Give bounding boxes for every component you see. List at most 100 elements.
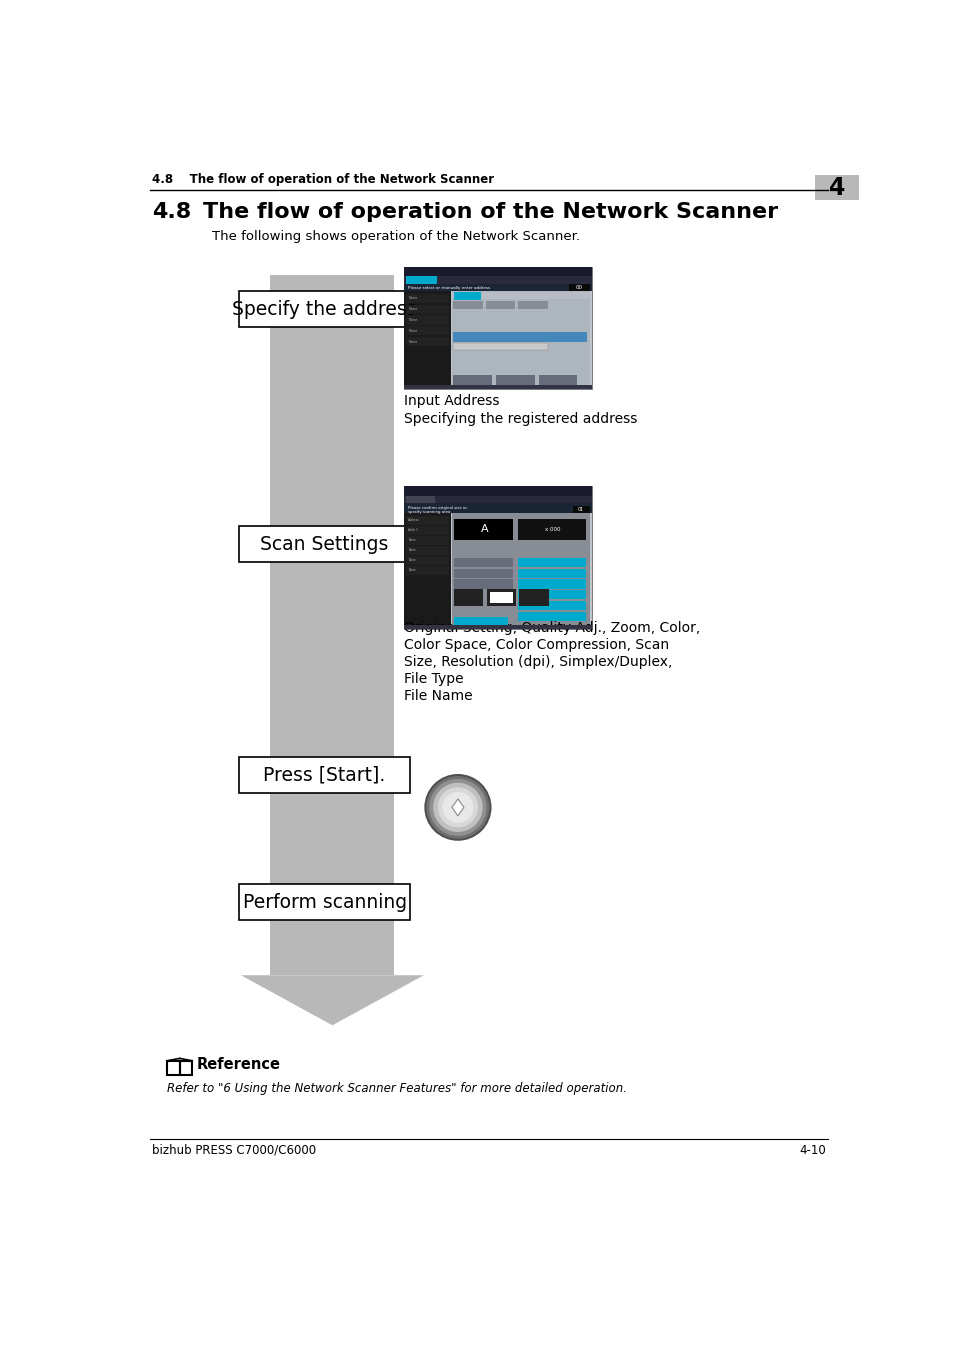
FancyBboxPatch shape xyxy=(239,758,410,793)
FancyBboxPatch shape xyxy=(485,301,515,309)
Text: x 000: x 000 xyxy=(545,527,560,532)
FancyBboxPatch shape xyxy=(496,376,534,385)
FancyBboxPatch shape xyxy=(517,580,585,589)
Text: Address: Address xyxy=(408,519,420,523)
FancyBboxPatch shape xyxy=(404,276,592,284)
Circle shape xyxy=(425,775,490,840)
FancyBboxPatch shape xyxy=(517,590,585,600)
Text: Scan Settings: Scan Settings xyxy=(260,535,389,554)
Text: 4-10: 4-10 xyxy=(799,1143,825,1156)
Text: File Name: File Name xyxy=(404,689,473,703)
FancyBboxPatch shape xyxy=(239,292,410,327)
FancyBboxPatch shape xyxy=(454,617,508,626)
FancyBboxPatch shape xyxy=(453,331,586,342)
Text: None: None xyxy=(409,339,418,343)
FancyBboxPatch shape xyxy=(453,301,482,309)
FancyBboxPatch shape xyxy=(404,292,451,389)
Circle shape xyxy=(437,788,477,827)
Text: Color Space, Color Compression, Scan: Color Space, Color Compression, Scan xyxy=(404,638,669,653)
Text: 4.8    The flow of operation of the Network Scanner: 4.8 The flow of operation of the Network… xyxy=(152,173,494,186)
FancyBboxPatch shape xyxy=(454,519,513,540)
Text: A: A xyxy=(480,524,488,535)
FancyBboxPatch shape xyxy=(452,513,590,628)
FancyBboxPatch shape xyxy=(489,592,513,603)
FancyBboxPatch shape xyxy=(572,505,589,513)
FancyBboxPatch shape xyxy=(454,589,483,605)
FancyBboxPatch shape xyxy=(404,626,592,628)
FancyBboxPatch shape xyxy=(270,274,394,975)
FancyBboxPatch shape xyxy=(406,293,448,303)
FancyBboxPatch shape xyxy=(406,536,448,544)
FancyBboxPatch shape xyxy=(568,284,590,292)
Text: Original Setting, Quality Adj., Zoom, Color,: Original Setting, Quality Adj., Zoom, Co… xyxy=(404,621,700,635)
Text: None: None xyxy=(408,558,416,562)
FancyBboxPatch shape xyxy=(404,486,592,496)
Text: None: None xyxy=(409,328,418,332)
FancyBboxPatch shape xyxy=(406,336,448,346)
FancyBboxPatch shape xyxy=(404,496,592,503)
FancyBboxPatch shape xyxy=(454,558,513,567)
Text: Perform scanning: Perform scanning xyxy=(242,893,406,912)
FancyBboxPatch shape xyxy=(404,486,592,628)
FancyBboxPatch shape xyxy=(239,885,410,920)
FancyBboxPatch shape xyxy=(454,292,480,300)
FancyBboxPatch shape xyxy=(406,546,448,555)
FancyBboxPatch shape xyxy=(406,315,448,324)
FancyBboxPatch shape xyxy=(406,557,448,565)
Text: None: None xyxy=(409,317,418,322)
Circle shape xyxy=(429,780,486,836)
Text: Size, Resolution (dpi), Simplex/Duplex,: Size, Resolution (dpi), Simplex/Duplex, xyxy=(404,655,672,669)
FancyBboxPatch shape xyxy=(452,292,590,389)
FancyBboxPatch shape xyxy=(517,301,547,309)
FancyBboxPatch shape xyxy=(517,569,585,578)
FancyBboxPatch shape xyxy=(406,566,448,574)
Text: Reference: Reference xyxy=(196,1056,280,1073)
FancyBboxPatch shape xyxy=(452,292,590,299)
Text: Refer to "6 Using the Network Scanner Features" for more detailed operation.: Refer to "6 Using the Network Scanner Fe… xyxy=(167,1082,627,1096)
Text: None: None xyxy=(409,296,418,300)
Text: 01: 01 xyxy=(578,507,583,512)
FancyBboxPatch shape xyxy=(406,276,436,284)
Text: Press [Start].: Press [Start]. xyxy=(263,766,385,785)
FancyBboxPatch shape xyxy=(406,516,448,524)
Text: None: None xyxy=(408,538,416,542)
Text: None: None xyxy=(408,549,416,553)
Circle shape xyxy=(442,792,473,823)
Circle shape xyxy=(433,782,482,832)
FancyBboxPatch shape xyxy=(517,519,585,540)
FancyBboxPatch shape xyxy=(406,304,448,313)
FancyBboxPatch shape xyxy=(404,513,451,628)
FancyBboxPatch shape xyxy=(486,589,516,605)
FancyBboxPatch shape xyxy=(517,558,585,567)
FancyBboxPatch shape xyxy=(404,267,592,276)
FancyBboxPatch shape xyxy=(239,527,410,562)
Text: The flow of operation of the Network Scanner: The flow of operation of the Network Sca… xyxy=(203,203,778,222)
FancyBboxPatch shape xyxy=(453,343,547,350)
Text: Specify the address: Specify the address xyxy=(233,300,416,319)
FancyBboxPatch shape xyxy=(404,284,592,292)
Polygon shape xyxy=(452,798,463,816)
Text: 4: 4 xyxy=(828,176,844,200)
Text: Addr 1: Addr 1 xyxy=(408,528,417,532)
Text: None: None xyxy=(408,569,416,573)
Text: Please select or manually enter address: Please select or manually enter address xyxy=(408,285,490,289)
Text: Input Address: Input Address xyxy=(404,394,499,408)
Text: Specifying the registered address: Specifying the registered address xyxy=(404,412,638,426)
Text: Please confirm original size or: Please confirm original size or xyxy=(408,505,467,509)
FancyBboxPatch shape xyxy=(518,589,548,605)
Text: specify scanning area: specify scanning area xyxy=(408,509,450,513)
FancyBboxPatch shape xyxy=(537,376,577,385)
FancyBboxPatch shape xyxy=(406,326,448,335)
FancyBboxPatch shape xyxy=(404,267,592,389)
FancyBboxPatch shape xyxy=(815,176,858,200)
FancyBboxPatch shape xyxy=(454,580,513,589)
FancyBboxPatch shape xyxy=(453,376,492,385)
Text: 4.8: 4.8 xyxy=(152,203,191,222)
FancyBboxPatch shape xyxy=(404,503,592,513)
FancyBboxPatch shape xyxy=(406,527,448,535)
FancyBboxPatch shape xyxy=(517,601,585,611)
Text: None: None xyxy=(409,307,418,311)
FancyBboxPatch shape xyxy=(517,612,585,621)
Text: The following shows operation of the Network Scanner.: The following shows operation of the Net… xyxy=(212,230,579,243)
FancyBboxPatch shape xyxy=(454,569,513,578)
